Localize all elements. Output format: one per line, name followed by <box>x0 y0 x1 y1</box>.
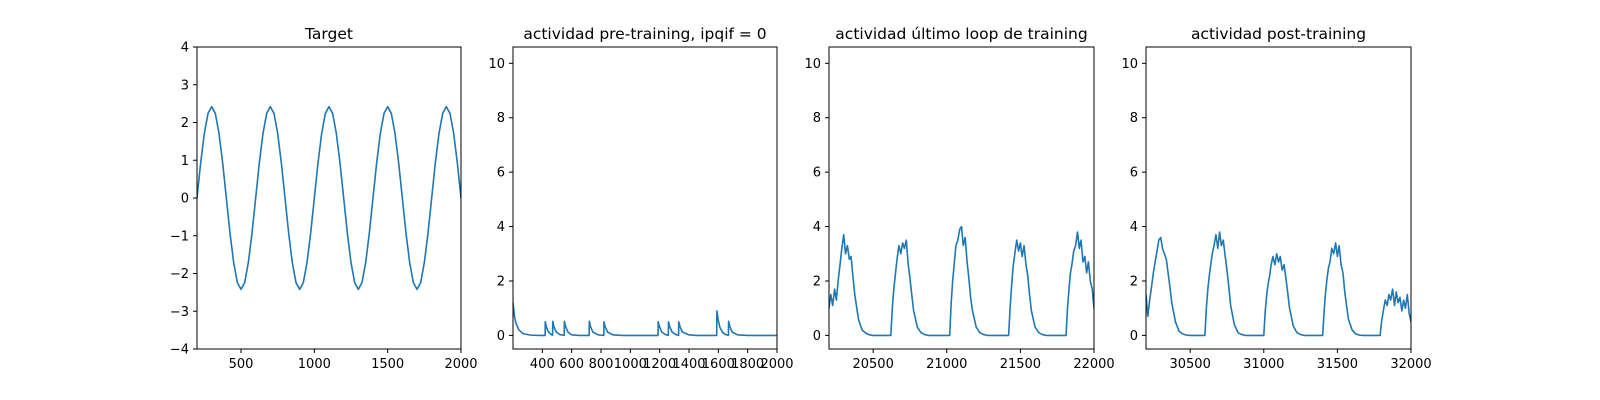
x-tick-label: 22000 <box>1073 357 1114 372</box>
subplot-3: 20500 21000 21500 22000 0 2 4 6 8 10 actividad últ… <box>804 25 1114 372</box>
y-tick-label: 2 <box>497 274 505 289</box>
y-tick-label: 0 <box>181 192 189 207</box>
y-tick-label: 6 <box>1130 166 1138 181</box>
x-tick-label: 1000 <box>298 357 331 372</box>
x-tick-label: 31000 <box>1243 357 1284 372</box>
y-tick-label: −3 <box>170 305 189 320</box>
y-tick-label: −4 <box>170 343 189 358</box>
x-tick-label: 500 <box>229 357 254 372</box>
y-tick-label: −2 <box>170 267 189 282</box>
y-tick-label: 2 <box>1130 274 1138 289</box>
x-tick-label: 1200 <box>643 357 676 372</box>
y-tick-label: 2 <box>181 116 189 131</box>
subplot-1: 500 1000 1500 2000 −4 −3 −2 −1 0 1 2 3 4 Target <box>170 25 478 372</box>
y-tick-label: 8 <box>813 111 821 126</box>
x-tick-label: 1800 <box>731 357 764 372</box>
y-tick-label: 1 <box>181 154 189 169</box>
x-tick-label: 32000 <box>1390 357 1431 372</box>
y-tick-label: 0 <box>1130 329 1138 344</box>
x-tick-label: 1000 <box>614 357 647 372</box>
series-line-1 <box>1146 231 1411 337</box>
x-tick-label: 800 <box>589 357 614 372</box>
x-tick-label: 600 <box>559 357 584 372</box>
plot-frame <box>1145 46 1412 350</box>
x-tick-label: 31500 <box>1317 357 1358 372</box>
subplot-title: actividad pre-training, ipqif = 0 <box>523 25 766 43</box>
y-tick-label: 6 <box>497 166 505 181</box>
y-tick-label: 10 <box>488 57 505 72</box>
y-tick-label: −1 <box>170 229 189 244</box>
x-tick-label: 30500 <box>1169 357 1210 372</box>
y-tick-label: 3 <box>181 78 189 93</box>
y-tick-label: 0 <box>497 329 505 344</box>
y-tick-label: 4 <box>1130 220 1138 235</box>
subplot-title: actividad post-training <box>1191 25 1366 43</box>
series-line-1 <box>197 105 461 291</box>
series-line-1 <box>829 225 1094 337</box>
x-tick-label: 20500 <box>852 357 893 372</box>
subplot-title: actividad último loop de training <box>835 25 1087 43</box>
y-tick-label: 4 <box>181 41 189 56</box>
y-tick-label: 10 <box>804 57 821 72</box>
y-tick-label: 4 <box>813 220 821 235</box>
x-tick-label: 1400 <box>672 357 705 372</box>
y-tick-label: 6 <box>813 166 821 181</box>
y-tick-label: 10 <box>1121 57 1138 72</box>
y-tick-label: 0 <box>813 329 821 344</box>
x-tick-label: 2000 <box>760 357 793 372</box>
y-tick-label: 8 <box>1130 111 1138 126</box>
plot-frame <box>512 46 778 350</box>
x-tick-label: 21500 <box>1000 357 1041 372</box>
y-tick-label: 2 <box>813 274 821 289</box>
subplot-title: Target <box>304 25 353 43</box>
x-tick-label: 21000 <box>926 357 967 372</box>
y-tick-label: 4 <box>497 220 505 235</box>
series-line-1 <box>513 301 777 337</box>
x-tick-label: 2000 <box>444 357 477 372</box>
x-tick-label: 1500 <box>371 357 404 372</box>
subplot-4: 30500 31000 31500 32000 0 2 4 6 8 10 actividad pos… <box>1121 25 1431 372</box>
plot-frame <box>828 46 1095 350</box>
x-tick-label: 400 <box>530 357 555 372</box>
y-tick-label: 8 <box>497 111 505 126</box>
x-tick-label: 1600 <box>702 357 735 372</box>
plot-frame <box>196 46 462 350</box>
